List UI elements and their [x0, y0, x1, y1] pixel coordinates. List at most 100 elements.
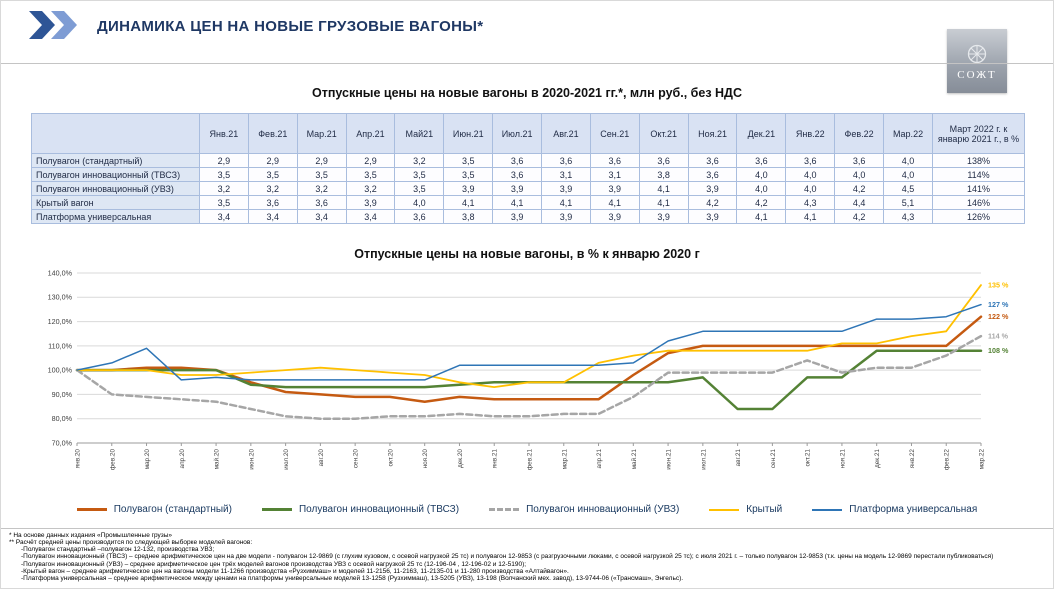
y-axis-tick-label: 100,0%: [48, 366, 73, 375]
legend-item-platforma: Платформа универсальная: [812, 504, 977, 515]
table-cell: 3,5: [199, 167, 249, 182]
table-cell: 3,9: [492, 209, 543, 224]
y-axis-tick-label: 80,0%: [52, 414, 73, 423]
table-row: Полувагон инновационный (ТВСЗ) 3,5 3,5 3,5 3…: [31, 167, 1025, 182]
table-cell: 3,5: [345, 167, 396, 182]
row-label: Полувагон инновационный (УВЗ): [31, 181, 200, 196]
x-axis-tick-label: мар.20: [144, 449, 151, 470]
legend-label: Крытый: [746, 504, 783, 515]
table-cell: 3,6: [687, 167, 738, 182]
table-cell: 4,2: [834, 209, 885, 224]
price-index-chart-svg: 70,0% 80,0% 90,0% 100,0% 110,0% 120,0% 130,0% 1…: [48, 268, 1009, 471]
table-cell: 4,2: [834, 181, 885, 196]
footnotes: * На основе данных издания «Промышленные…: [9, 532, 1047, 582]
table-cell: 2,9: [247, 153, 298, 168]
footnote-line: -Полувагон инновационный (ТВСЗ) – средне…: [21, 553, 994, 561]
table-cell: 3,9: [638, 209, 689, 224]
price-index-chart: 70,0% 80,0% 90,0% 100,0% 110,0% 120,0% 130,0% 1…: [31, 265, 1025, 497]
table-cell: 3,1: [541, 167, 591, 182]
table-cell: 4,0: [785, 167, 836, 182]
y-axis-tick-label: 130,0%: [48, 293, 73, 302]
x-axis-tick-label: фев.20: [109, 449, 116, 471]
logo-text: СОЖТ: [957, 68, 997, 81]
legend-swatch-standard: [76, 508, 107, 511]
table-cell: 4,1: [492, 195, 543, 210]
table-cell: 4,1: [638, 195, 689, 210]
table-cell: 3,6: [247, 195, 298, 210]
table-cell: 4,0: [883, 153, 933, 168]
header-divider: [1, 63, 1053, 64]
table-cell: 3,9: [492, 181, 543, 196]
table-row: Полувагон (стандартный) 2,9 2,9 2,9 2,9 3,2 3,…: [31, 153, 1025, 168]
footnote-line: -Платформа универсальная – среднее арифм…: [21, 574, 684, 582]
chart-title: Отпускные цены на новые вагоны, в % к ян…: [354, 247, 700, 261]
table-cell: 4,1: [785, 209, 836, 224]
x-axis-tick-label: авг.20: [318, 449, 325, 467]
x-axis-tick-label: янв.22: [909, 449, 916, 469]
table-cell: 3,4: [247, 209, 298, 224]
column-header: Окт.21: [638, 113, 689, 154]
series-end-label-tvsz: 108 %: [988, 346, 1009, 355]
table-cell: 146%: [932, 195, 1025, 210]
column-header: Сен.21: [589, 113, 640, 154]
footnote-line: -Полувагон инновационный (УВЗ) – среднее…: [21, 560, 527, 568]
table-cell: 4,1: [443, 195, 494, 210]
legend-label: Полувагон инновационный (УВЗ): [526, 504, 680, 515]
column-header: Апр.21: [345, 113, 396, 154]
column-header: Янв.21: [199, 113, 249, 154]
legend-item-uvz: Полувагон инновационный (УВЗ): [489, 504, 679, 515]
table-cell: 4,3: [883, 209, 933, 224]
table-cell: 3,8: [638, 167, 689, 182]
table-cell: 3,9: [541, 181, 591, 196]
table-cell: 2,9: [199, 153, 249, 168]
table-cell: 3,6: [638, 153, 689, 168]
x-axis-tick-label: май.21: [630, 449, 638, 470]
footnote-line: -Крытый вагон – среднее арифметическое ц…: [21, 567, 569, 575]
table-row: Крытый вагон 3,5 3,6 3,6 3,9 4,0 4,1 4,1 4,1 4,1 4…: [31, 195, 1025, 210]
table-cell: 3,9: [687, 209, 738, 224]
table-cell: 3,9: [345, 195, 396, 210]
table-cell: 4,0: [883, 167, 933, 182]
table-cell: 3,6: [296, 195, 347, 210]
column-header: Янв.22: [785, 113, 836, 154]
table-cell: 138%: [932, 153, 1025, 168]
x-axis-tick-label: окт.21: [805, 449, 812, 467]
column-header: Фев.22: [834, 113, 885, 154]
page-title: ДИНАМИКА ЦЕН НА НОВЫЕ ГРУЗОВЫЕ ВАГОНЫ*: [97, 18, 484, 35]
table-cell: 4,0: [834, 167, 885, 182]
table-cell: 3,5: [199, 195, 249, 210]
table-row: Полувагон инновационный (УВЗ) 3,2 3,2 3,2 3,…: [31, 181, 1025, 196]
table-cell: 3,2: [247, 181, 298, 196]
x-axis-tick-label: июн.20: [248, 449, 255, 470]
table-cell: 114%: [932, 167, 1025, 182]
table-cell: 3,6: [394, 209, 445, 224]
legend-label: Полувагон инновационный (ТВСЗ): [298, 504, 460, 515]
y-axis-tick-label: 140,0%: [48, 268, 73, 277]
logo-emblem-icon: [967, 44, 987, 63]
table-cell: 2,9: [345, 153, 396, 168]
legend-item-kryty: Крытый: [709, 504, 782, 515]
table-cell: 3,2: [394, 153, 445, 168]
y-axis-tick-label: 110,0%: [48, 341, 72, 350]
series-end-label-standard: 122 %: [988, 312, 1009, 321]
column-header: Авг.21: [541, 113, 591, 154]
table-cell: 4,1: [638, 181, 689, 196]
logo: СОЖТ: [947, 29, 1007, 93]
footnote-line: ** Расчёт средней цены производится по с…: [9, 539, 253, 547]
x-axis-tick-label: окт.20: [387, 449, 394, 467]
table-cell: 3,6: [492, 167, 543, 182]
legend-label: Полувагон (стандартный): [113, 504, 232, 515]
series-line-uvz: [75, 334, 983, 420]
table-cell: 4,2: [736, 195, 787, 210]
legend-label: Платформа универсальная: [849, 504, 978, 515]
table-cell: 3,6: [492, 153, 543, 168]
table-cell: 4,5: [883, 181, 933, 196]
legend-item-tvsz: Полувагон инновационный (ТВСЗ): [261, 504, 460, 515]
column-header: Июн.21: [443, 113, 494, 154]
table-title: Отпускные цены на новые вагоны в 2020-20…: [312, 86, 742, 100]
legend-swatch-uvz: [489, 508, 520, 511]
table-cell: 3,4: [345, 209, 396, 224]
y-axis-tick-label: 120,0%: [48, 317, 73, 326]
series-line-kryty: [76, 284, 982, 388]
legend-swatch-tvsz: [261, 508, 292, 511]
